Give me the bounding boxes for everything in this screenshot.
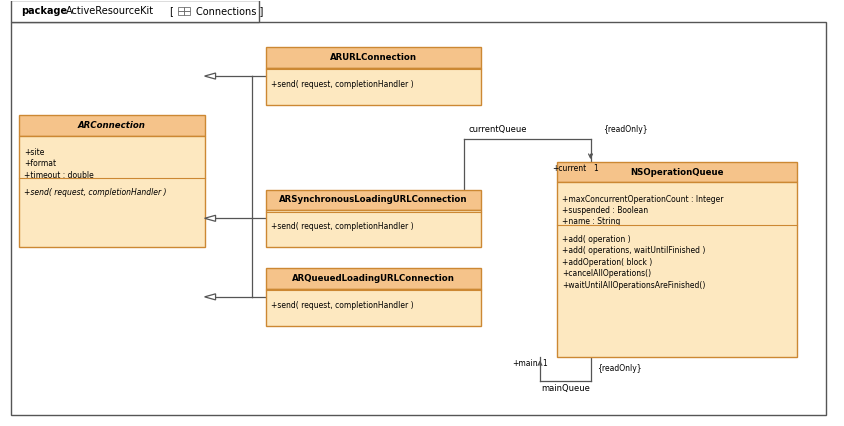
Text: mainQueue: mainQueue: [541, 384, 590, 393]
Bar: [266, 268, 481, 288]
Text: NSOperationQueue: NSOperationQueue: [630, 168, 723, 177]
Bar: [184, 7, 190, 11]
Bar: [184, 12, 190, 15]
Text: ARURLConnection: ARURLConnection: [330, 53, 417, 62]
Text: Connections ]: Connections ]: [196, 6, 263, 16]
Text: +add( operation ): +add( operation ): [562, 235, 630, 244]
Text: 1: 1: [593, 164, 598, 173]
Bar: [266, 47, 481, 68]
Bar: [11, 0, 259, 22]
Text: +waitUntilAllOperationsAreFinished(): +waitUntilAllOperationsAreFinished(): [562, 281, 706, 290]
Text: +add( operations, waitUntilFinished ): +add( operations, waitUntilFinished ): [562, 246, 706, 256]
Text: ARConnection: ARConnection: [78, 121, 146, 130]
Text: currentQueue: currentQueue: [468, 125, 528, 135]
Bar: [19, 136, 204, 247]
Text: +send( request, completionHandler ): +send( request, completionHandler ): [271, 80, 414, 89]
Text: +format: +format: [24, 159, 57, 168]
Bar: [177, 12, 183, 15]
Text: +timeout : double: +timeout : double: [24, 171, 94, 180]
Bar: [557, 182, 797, 357]
Text: ARSynchronousLoadingURLConnection: ARSynchronousLoadingURLConnection: [279, 196, 468, 204]
Text: +cancelAllOperations(): +cancelAllOperations(): [562, 269, 651, 279]
Bar: [266, 288, 481, 325]
Text: [: [: [169, 6, 173, 16]
Bar: [266, 210, 481, 247]
Bar: [266, 190, 481, 210]
Text: +main: +main: [511, 360, 538, 368]
Text: package: package: [21, 6, 67, 16]
Text: +suspended : Boolean: +suspended : Boolean: [562, 206, 648, 215]
Bar: [557, 162, 797, 182]
Text: ActiveResourceKit: ActiveResourceKit: [67, 6, 154, 16]
Text: {readOnly}: {readOnly}: [603, 125, 648, 135]
Text: +send( request, completionHandler ): +send( request, completionHandler ): [24, 188, 167, 197]
Text: ARQueuedLoadingURLConnection: ARQueuedLoadingURLConnection: [292, 274, 455, 283]
Bar: [177, 7, 183, 11]
Text: +send( request, completionHandler ): +send( request, completionHandler ): [271, 301, 414, 310]
Bar: [19, 115, 204, 136]
Text: +send( request, completionHandler ): +send( request, completionHandler ): [271, 222, 414, 231]
Text: 1: 1: [543, 360, 547, 368]
Text: +name : String: +name : String: [562, 218, 620, 227]
Text: +maxConcurrentOperationCount : Integer: +maxConcurrentOperationCount : Integer: [562, 195, 723, 204]
Bar: [266, 68, 481, 105]
Text: +current: +current: [552, 164, 587, 173]
Text: {readOnly}: {readOnly}: [598, 364, 642, 373]
Text: +site: +site: [24, 148, 45, 157]
Text: +addOperation( block ): +addOperation( block ): [562, 258, 652, 267]
